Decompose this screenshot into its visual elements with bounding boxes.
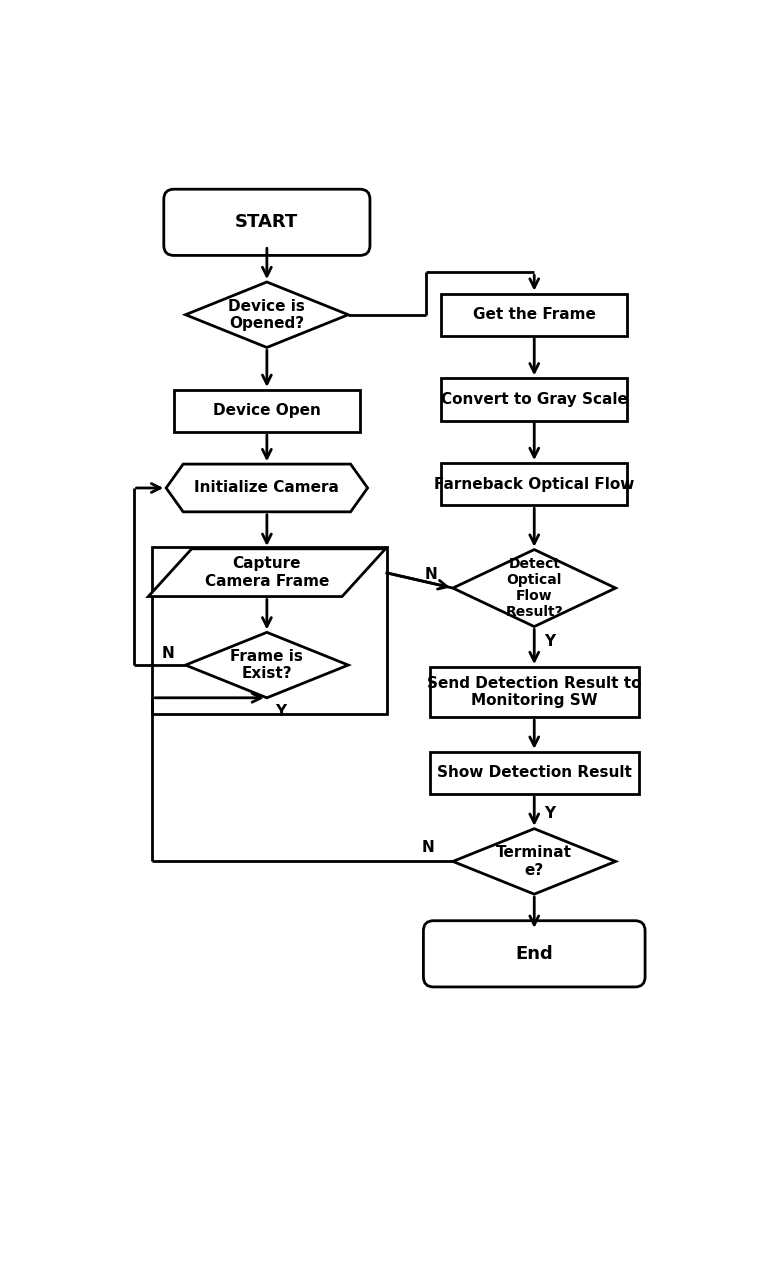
Bar (429, 667, 639, 717)
Text: Detect
Optical
Flow
Result?: Detect Optical Flow Result? (505, 556, 563, 620)
Text: N: N (425, 567, 438, 582)
Text: Terminat
e?: Terminat e? (497, 845, 572, 877)
Text: Capture
Camera Frame: Capture Camera Frame (204, 556, 329, 589)
Text: Y: Y (544, 635, 555, 649)
Polygon shape (148, 549, 386, 596)
Text: Convert to Gray Scale: Convert to Gray Scale (441, 392, 628, 407)
Polygon shape (453, 828, 615, 894)
FancyBboxPatch shape (423, 921, 645, 987)
Bar (152, 547, 387, 714)
Text: End: End (515, 945, 553, 963)
Text: Frame is
Exist?: Frame is Exist? (231, 649, 303, 681)
Text: Y: Y (544, 806, 555, 820)
Text: N: N (162, 647, 175, 661)
Text: Initialize Camera: Initialize Camera (194, 480, 339, 496)
Text: Get the Frame: Get the Frame (473, 308, 596, 322)
Polygon shape (186, 282, 348, 348)
Text: Device Open: Device Open (213, 403, 321, 419)
Bar (441, 294, 628, 336)
FancyBboxPatch shape (163, 189, 370, 255)
Bar (174, 390, 360, 433)
Polygon shape (453, 550, 615, 626)
Text: Send Detection Result to
Monitoring SW: Send Detection Result to Monitoring SW (427, 676, 641, 708)
Polygon shape (166, 464, 368, 511)
Bar (441, 379, 628, 421)
Polygon shape (186, 632, 348, 698)
Text: Show Detection Result: Show Detection Result (437, 765, 631, 781)
Text: START: START (235, 214, 298, 232)
Text: Y: Y (275, 705, 286, 719)
Bar (441, 462, 628, 505)
Text: Device is
Opened?: Device is Opened? (228, 299, 305, 331)
Bar (429, 752, 639, 793)
Text: N: N (422, 840, 434, 855)
Text: Farneback Optical Flow: Farneback Optical Flow (434, 477, 635, 492)
